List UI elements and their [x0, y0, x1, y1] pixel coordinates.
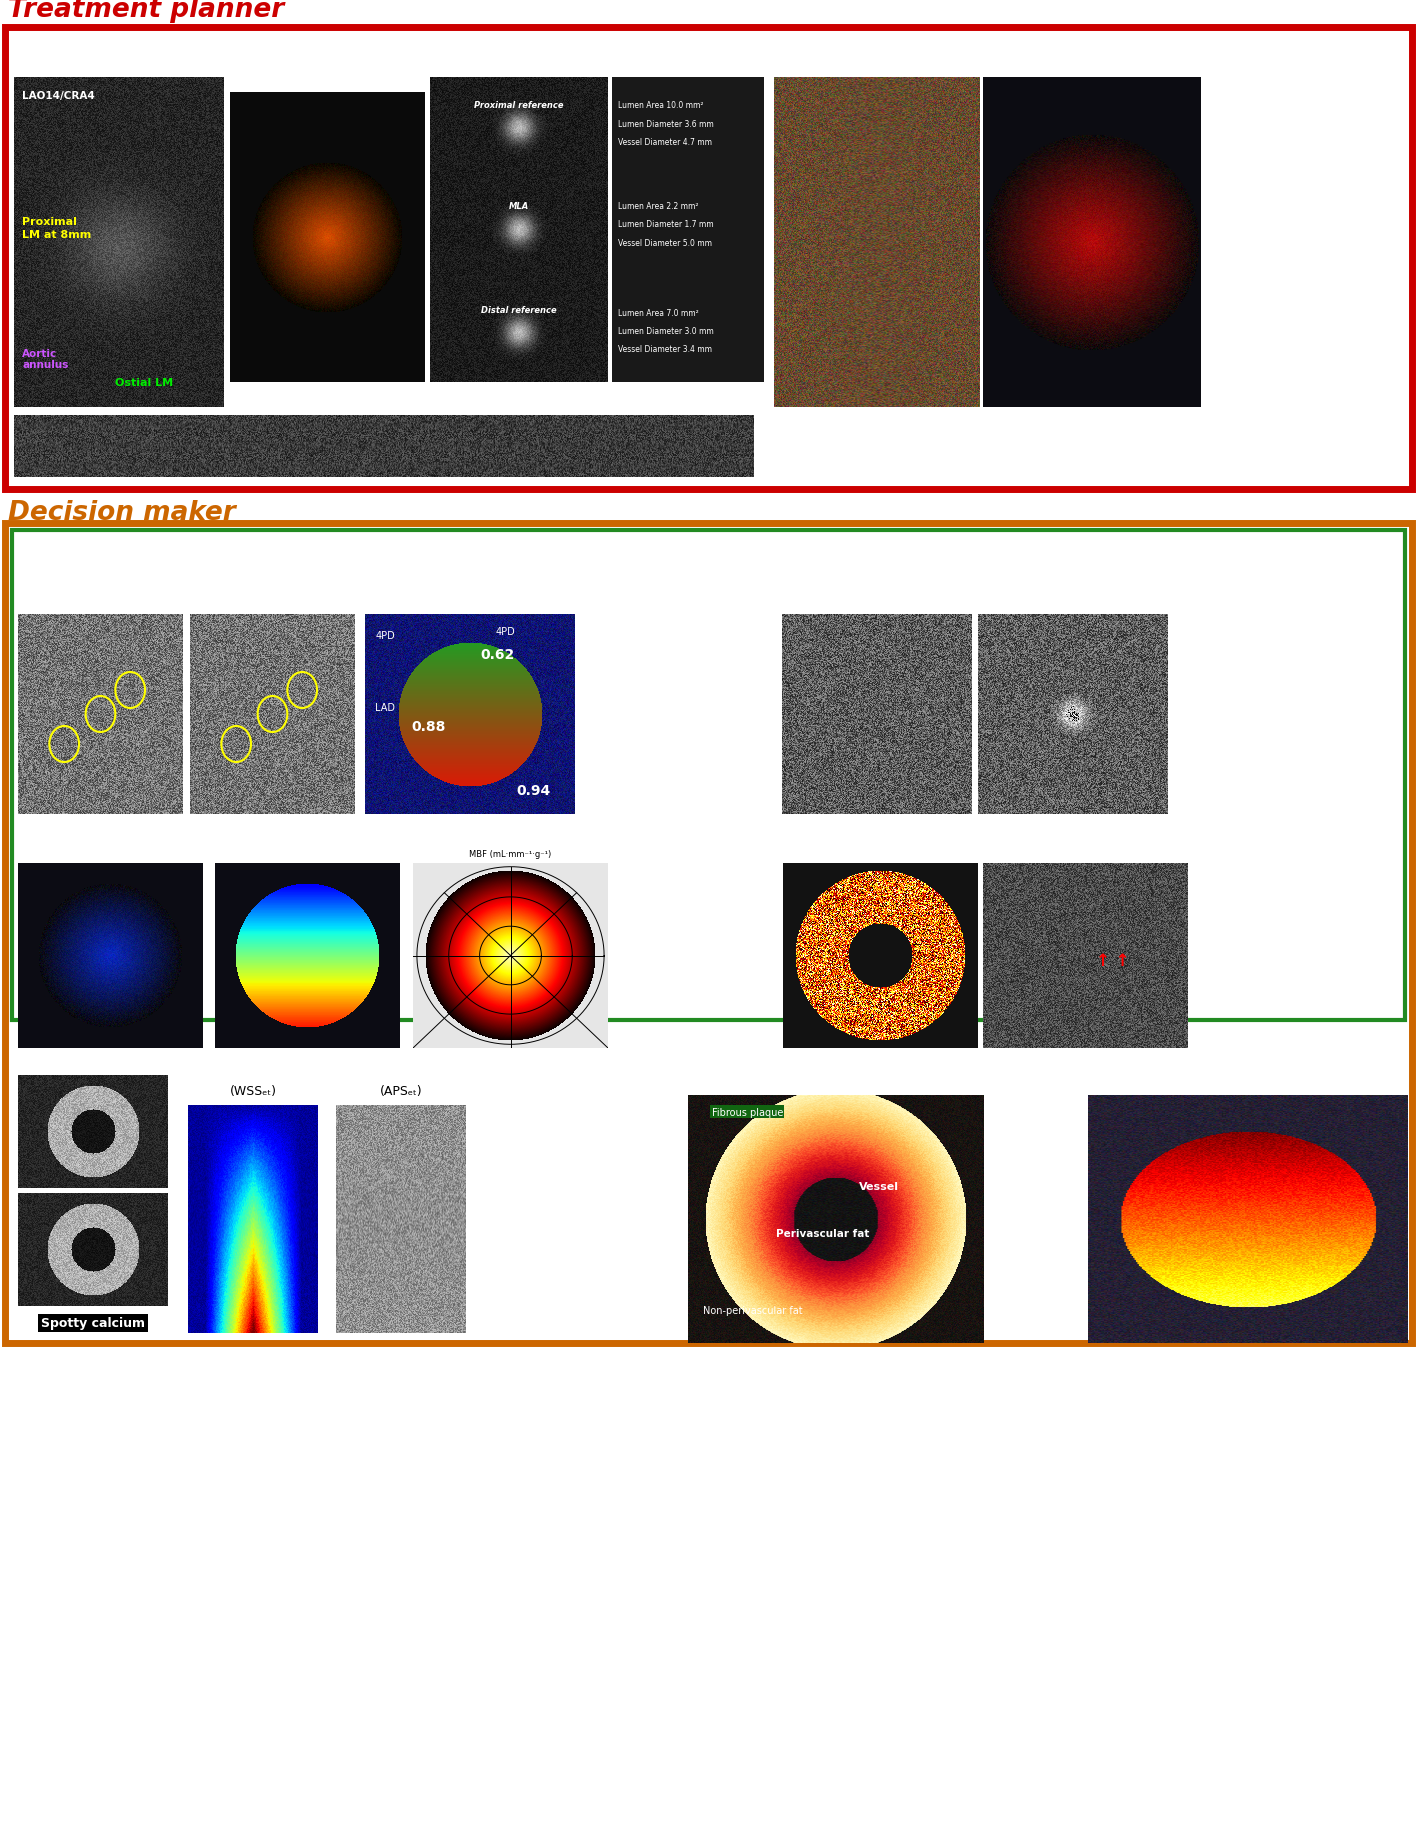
Text: Napkin-ring
sign: Napkin-ring sign — [52, 1077, 135, 1105]
Text: WSS (dyne/cm²)  0    500: WSS (dyne/cm²) 0 500 — [167, 1336, 289, 1345]
Text: Lumen Area 7.0 mm²: Lumen Area 7.0 mm² — [618, 309, 699, 318]
Text: Aortic
annulus: Aortic annulus — [23, 349, 69, 370]
Text: 4PD: 4PD — [376, 630, 395, 641]
Text: Ostial LM: Ostial LM — [115, 379, 173, 388]
Text: Treatment planner: Treatment planner — [9, 0, 285, 22]
Text: PCI planning: PCI planning — [306, 48, 453, 68]
Text: Proximal
LM at 8mm: Proximal LM at 8mm — [23, 216, 92, 240]
Text: Anatomical and haemodynamic
risk classification: Anatomical and haemodynamic risk classif… — [150, 1070, 419, 1103]
Text: Lumen Area 2.2 mm²: Lumen Area 2.2 mm² — [618, 201, 699, 211]
Text: Simulation of myocardial perfusion: Simulation of myocardial perfusion — [52, 835, 408, 854]
Text: ↑ ↑: ↑ ↑ — [1095, 952, 1129, 968]
Text: Ultra-high resolution CT: Ultra-high resolution CT — [853, 569, 1097, 586]
Text: Lumen Diameter 1.7 mm: Lumen Diameter 1.7 mm — [618, 220, 714, 229]
Text: Anatomical and functional assessment: Anatomical and functional assessment — [75, 569, 465, 586]
Text: Proximal reference: Proximal reference — [475, 102, 564, 111]
Text: 150: 150 — [778, 869, 796, 878]
Text: Hybrid
PET/CCTA: Hybrid PET/CCTA — [1152, 1070, 1233, 1103]
Text: Perivascular fat
attenuation index: Perivascular fat attenuation index — [755, 1070, 908, 1103]
Text: Perivascular fat: Perivascular fat — [777, 1229, 870, 1238]
Text: Vessel Diameter 3.4 mm: Vessel Diameter 3.4 mm — [618, 346, 713, 355]
Text: 0.88: 0.88 — [411, 719, 445, 734]
Text: 4PD: 4PD — [495, 626, 514, 638]
Text: One-stop shop diagnostic tool: One-stop shop diagnostic tool — [23, 540, 326, 556]
Text: Spotty calcium: Spotty calcium — [41, 1316, 145, 1329]
Text: LAD: LAD — [376, 702, 395, 713]
Text: (WSSₑₜ): (WSSₑₜ) — [230, 1085, 276, 1098]
Text: Coronary plaque activity / risk assessment: Coronary plaque activity / risk assessme… — [485, 1040, 915, 1059]
Text: Vessel Diameter 4.7 mm: Vessel Diameter 4.7 mm — [618, 139, 713, 148]
Text: 0.94: 0.94 — [516, 784, 550, 798]
Bar — [11, 530, 1406, 1020]
Text: Lumen Diameter 3.0 mm: Lumen Diameter 3.0 mm — [618, 327, 714, 336]
Text: Distal reference: Distal reference — [482, 305, 557, 314]
Text: Vessel Diameter 5.0 mm: Vessel Diameter 5.0 mm — [618, 238, 713, 248]
Text: MBF (mL·mm⁻¹·g⁻¹): MBF (mL·mm⁻¹·g⁻¹) — [469, 848, 551, 857]
Text: (APSₑₜ): (APSₑₜ) — [380, 1085, 422, 1098]
Text: Decision maker: Decision maker — [9, 499, 235, 525]
Text: Surgical guidance: Surgical guidance — [955, 48, 1165, 68]
Bar — [6, 523, 1411, 1343]
Bar — [6, 28, 1411, 490]
Text: Lumen Diameter 3.6 mm: Lumen Diameter 3.6 mm — [618, 120, 714, 129]
Text: MLA: MLA — [509, 201, 529, 211]
Text: CCTA: CCTA — [156, 591, 204, 608]
Text: Non-perivascular fat: Non-perivascular fat — [703, 1305, 802, 1316]
Text: 0: 0 — [778, 1039, 784, 1048]
Text: 0.62: 0.62 — [480, 647, 514, 662]
Text: CT-derived FFR: CT-derived FFR — [278, 591, 418, 608]
Text: CT perfusion: CT perfusion — [871, 835, 999, 854]
Text: Lumen Area 10.0 mm²: Lumen Area 10.0 mm² — [618, 102, 704, 111]
Text: Fibrous plaque: Fibrous plaque — [711, 1107, 784, 1118]
Text: APS (dyne/cm²)  20,000  20,000: APS (dyne/cm²) 20,000 20,000 — [290, 1336, 446, 1345]
Text: mL/100mL/min: mL/100mL/min — [774, 848, 846, 859]
Text: LAO14/CRA4: LAO14/CRA4 — [23, 91, 95, 102]
Text: Vessel: Vessel — [859, 1181, 900, 1192]
